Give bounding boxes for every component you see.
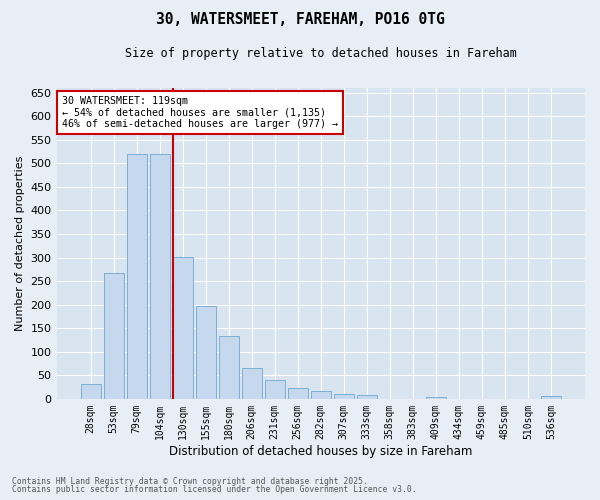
Text: Contains HM Land Registry data © Crown copyright and database right 2025.: Contains HM Land Registry data © Crown c… [12, 477, 368, 486]
Bar [127, 154, 147, 399]
Bar [265, 380, 285, 399]
Bar [311, 391, 331, 399]
Y-axis label: Number of detached properties: Number of detached properties [15, 156, 25, 331]
Bar [287, 388, 308, 399]
X-axis label: Distribution of detached houses by size in Fareham: Distribution of detached houses by size … [169, 444, 472, 458]
Bar [334, 394, 354, 399]
Bar [242, 368, 262, 399]
Bar [218, 336, 239, 399]
Title: Size of property relative to detached houses in Fareham: Size of property relative to detached ho… [125, 48, 517, 60]
Bar [149, 154, 170, 399]
Bar [425, 397, 446, 399]
Text: Contains public sector information licensed under the Open Government Licence v3: Contains public sector information licen… [12, 486, 416, 494]
Bar [173, 256, 193, 399]
Text: 30, WATERSMEET, FAREHAM, PO16 0TG: 30, WATERSMEET, FAREHAM, PO16 0TG [155, 12, 445, 28]
Text: 30 WATERSMEET: 119sqm
← 54% of detached houses are smaller (1,135)
46% of semi-d: 30 WATERSMEET: 119sqm ← 54% of detached … [62, 96, 338, 129]
Bar [196, 306, 216, 399]
Bar [104, 272, 124, 399]
Bar [356, 395, 377, 399]
Bar [541, 396, 561, 399]
Bar [80, 384, 101, 399]
